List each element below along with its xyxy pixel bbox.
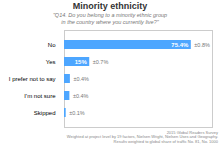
svg-text:±0.7%: ±0.7% (93, 58, 109, 64)
svg-text:±0.4%: ±0.4% (73, 92, 89, 98)
html-text:Minority ethnicity: Minority ethnicity (72, 1, 148, 11)
svg-text:I’m not sure: I’m not sure (24, 93, 56, 99)
svg-text:Skipped: Skipped (34, 110, 56, 116)
svg-text:±0.4%: ±0.4% (73, 75, 89, 81)
html-text:2015 Global Readers Survey Wei: 2015 Global Readers Survey Weighted at p… (66, 129, 218, 145)
html-text:"Q14. Do you belong to a minor: "Q14. Do you belong to a minority ethnic… (52, 12, 168, 25)
svg-text:I prefer not to say: I prefer not to say (9, 76, 56, 82)
svg-text:No: No (48, 42, 56, 48)
svg-text:15%: 15% (75, 59, 88, 65)
svg-text:±0.1%: ±0.1% (69, 109, 85, 115)
svg-text:75.4%: 75.4% (171, 42, 189, 48)
svg-text:Yes: Yes (46, 59, 56, 65)
svg-text:±0.8%: ±0.8% (194, 41, 210, 47)
